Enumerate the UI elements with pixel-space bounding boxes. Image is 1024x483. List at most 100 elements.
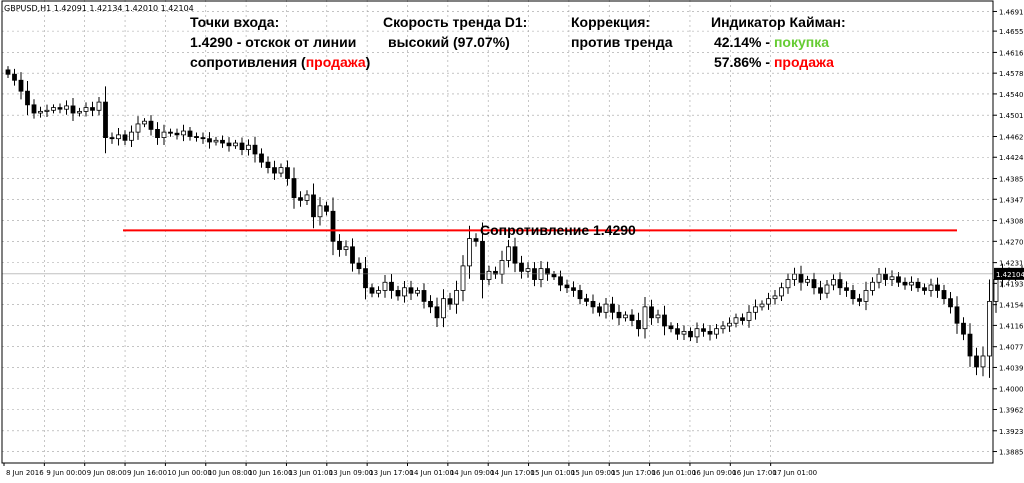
candle [239, 137, 245, 156]
candle [311, 183, 316, 229]
candle [662, 305, 667, 336]
candle-body [447, 298, 453, 305]
candle-body [83, 107, 89, 112]
x-tick-label: 13 Jun 09:00 [329, 469, 373, 477]
candle-body [993, 279, 999, 302]
candle-body [772, 295, 778, 300]
candle [746, 305, 752, 328]
candle-body [519, 262, 524, 272]
candle-body [38, 110, 43, 114]
current-price-label: 1.42104 [996, 271, 1024, 279]
candle-body [766, 298, 771, 305]
candle [655, 309, 661, 324]
candle-body [610, 303, 615, 313]
y-tick-label: 1.40770 [999, 344, 1024, 352]
candle [395, 285, 401, 301]
candle-body [441, 298, 446, 319]
candle-body [44, 109, 50, 112]
candle-body [174, 132, 180, 136]
candle-body [12, 73, 17, 81]
y-tick-label: 1.40000 [999, 386, 1024, 394]
candle [77, 107, 82, 117]
entry-action: продажа [305, 54, 366, 70]
candle-body [337, 240, 342, 250]
candle-body [200, 137, 206, 140]
candle [38, 106, 43, 118]
candle [460, 255, 466, 302]
candle-body [233, 142, 238, 147]
candle-body [473, 238, 479, 242]
candle-body [512, 246, 518, 264]
candle [506, 239, 511, 268]
candle-body [304, 194, 310, 201]
candle [51, 104, 56, 114]
candle [974, 347, 979, 376]
candle [454, 280, 459, 314]
candle-body [421, 290, 427, 302]
candle [148, 115, 154, 136]
candle-body [759, 303, 765, 308]
candle-body [525, 268, 531, 272]
kayman-sell-line: 57.86% - продажа [714, 54, 834, 70]
candle [415, 287, 420, 297]
candle-body [142, 120, 147, 125]
candle-body [980, 355, 986, 368]
candle-body [616, 311, 622, 319]
x-tick-label: 10 Jun 16:00 [248, 469, 292, 477]
candle [590, 294, 596, 314]
candle [883, 267, 888, 286]
candle-body [590, 300, 596, 308]
candle-body [753, 306, 758, 313]
candle-body [837, 279, 843, 289]
x-tick-label: 14 Jun 17:00 [490, 469, 534, 477]
entry-line1: 1.4290 - отскок от линии [190, 34, 357, 50]
candle-body [870, 281, 875, 291]
candle [642, 297, 648, 339]
y-tick-label: 1.44240 [999, 154, 1024, 162]
candle-body [278, 167, 284, 174]
candle-body [831, 279, 836, 286]
y-tick-label: 1.43850 [999, 176, 1024, 184]
candle-body [889, 276, 895, 280]
candle-body [246, 144, 251, 151]
candle [103, 86, 108, 154]
candle-body [356, 262, 362, 270]
candle-body [642, 306, 648, 330]
candle-body [369, 287, 375, 294]
candle-body [408, 287, 414, 294]
x-tick-label: 9 Jun 16:00 [127, 469, 167, 477]
candle [772, 290, 778, 305]
candle-body [662, 314, 667, 327]
candle [902, 277, 908, 290]
candle [272, 160, 277, 180]
candle-body [122, 134, 128, 141]
candle [187, 126, 193, 141]
candle [922, 283, 927, 295]
trend-title: Скорость тренда D1: [383, 14, 528, 30]
candle [636, 312, 641, 337]
candle [727, 317, 732, 332]
candle-body [714, 328, 719, 335]
candle [876, 267, 882, 289]
candle [844, 281, 849, 297]
candle [5, 66, 11, 78]
candle-body [675, 328, 680, 335]
candle [376, 286, 381, 298]
candle-body [116, 134, 121, 140]
candle [688, 327, 693, 341]
candle-body [129, 131, 134, 141]
candle-body [629, 314, 635, 321]
candle-body [291, 178, 297, 199]
candle [863, 281, 869, 311]
candle-body [330, 210, 336, 242]
candle-body [545, 268, 550, 275]
candle [304, 190, 310, 206]
y-tick-label: 1.39230 [999, 428, 1024, 436]
candle-body [850, 290, 856, 300]
candle [896, 272, 901, 287]
candle [226, 137, 232, 152]
y-tick-label: 1.42700 [999, 238, 1024, 246]
candle-body [252, 144, 258, 155]
candle-body [896, 276, 901, 283]
y-tick-label: 1.41540 [999, 302, 1024, 310]
